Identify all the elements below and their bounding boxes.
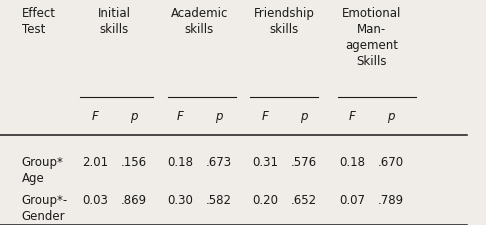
Text: 0.07: 0.07 xyxy=(339,194,365,207)
Text: 0.03: 0.03 xyxy=(82,194,108,207)
Text: .576: .576 xyxy=(291,155,317,168)
Text: .670: .670 xyxy=(378,155,404,168)
Text: 0.31: 0.31 xyxy=(252,155,278,168)
Text: .673: .673 xyxy=(206,155,232,168)
Text: .582: .582 xyxy=(206,194,232,207)
Text: Emotional
Man-
agement
Skills: Emotional Man- agement Skills xyxy=(342,7,401,68)
Text: .156: .156 xyxy=(121,155,147,168)
Text: F: F xyxy=(91,109,98,122)
Text: Effect
Test: Effect Test xyxy=(22,7,56,36)
Text: 0.18: 0.18 xyxy=(167,155,193,168)
Text: F: F xyxy=(261,109,268,122)
Text: .789: .789 xyxy=(378,194,404,207)
Text: Group*
Age: Group* Age xyxy=(22,155,64,184)
Text: 2.01: 2.01 xyxy=(82,155,108,168)
Text: 0.18: 0.18 xyxy=(339,155,365,168)
Text: Group*-
Gender: Group*- Gender xyxy=(22,194,68,222)
Text: p: p xyxy=(300,109,308,122)
Text: Initial
skills: Initial skills xyxy=(98,7,131,36)
Text: .652: .652 xyxy=(291,194,317,207)
Text: .869: .869 xyxy=(121,194,147,207)
Text: F: F xyxy=(349,109,356,122)
Text: p: p xyxy=(215,109,223,122)
Text: Academic
skills: Academic skills xyxy=(171,7,228,36)
Text: p: p xyxy=(130,109,138,122)
Text: 0.30: 0.30 xyxy=(167,194,193,207)
Text: F: F xyxy=(176,109,183,122)
Text: 0.20: 0.20 xyxy=(252,194,278,207)
Text: Friendship
skills: Friendship skills xyxy=(254,7,315,36)
Text: p: p xyxy=(387,109,395,122)
